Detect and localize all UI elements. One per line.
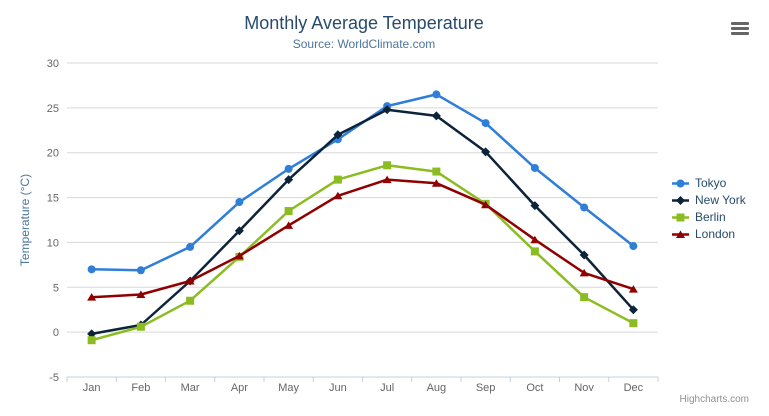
- y-axis-label: 15: [47, 193, 59, 205]
- y-axis-label: 30: [47, 58, 59, 70]
- chart-title: Monthly Average Temperature: [244, 13, 484, 33]
- y-axis-label: 5: [53, 282, 59, 294]
- data-point-marker-london[interactable]: [87, 293, 97, 301]
- data-point-marker-berlin[interactable]: [284, 207, 293, 216]
- data-point-marker-new-york[interactable]: [87, 329, 97, 339]
- legend: Tokyo New York Berlin London: [672, 174, 746, 243]
- data-point-marker-berlin[interactable]: [580, 293, 589, 302]
- data-point-marker-london[interactable]: [333, 191, 343, 200]
- x-axis-label: Mar: [181, 382, 200, 394]
- data-point-marker-london[interactable]: [628, 285, 638, 293]
- series-line-tokyo[interactable]: [90, 93, 635, 272]
- x-axis-label: Oct: [526, 382, 543, 394]
- x-axis-label: Apr: [231, 382, 248, 394]
- data-point-marker-tokyo[interactable]: [235, 198, 244, 207]
- data-point-marker-tokyo[interactable]: [186, 242, 195, 251]
- data-point-marker-london[interactable]: [382, 175, 392, 184]
- data-point-marker-london[interactable]: [530, 235, 540, 244]
- x-axis-label: Sep: [476, 382, 496, 394]
- data-point-marker-new-york[interactable]: [234, 226, 244, 236]
- data-point-marker-london[interactable]: [481, 200, 491, 209]
- data-point-marker-new-york[interactable]: [382, 105, 392, 115]
- data-point-marker-new-york[interactable]: [579, 250, 589, 260]
- data-point-marker-berlin[interactable]: [530, 247, 539, 256]
- legend-marker-circle-icon: [672, 179, 689, 187]
- data-point-marker-london[interactable]: [579, 268, 589, 277]
- data-point-marker-tokyo[interactable]: [136, 266, 145, 275]
- data-point-marker-tokyo[interactable]: [87, 265, 96, 274]
- data-point-marker-tokyo[interactable]: [284, 164, 293, 173]
- x-axis-label: May: [278, 382, 299, 394]
- data-point-marker-berlin[interactable]: [136, 322, 145, 331]
- data-point-marker-new-york[interactable]: [333, 130, 343, 140]
- legend-item-berlin[interactable]: Berlin: [672, 209, 746, 225]
- data-point-marker-london[interactable]: [136, 290, 146, 298]
- x-axis-label: Jun: [329, 382, 347, 394]
- data-point-marker-berlin[interactable]: [383, 161, 392, 170]
- data-point-marker-new-york[interactable]: [676, 195, 685, 205]
- legend-marker-diamond-icon: [672, 195, 689, 205]
- legend-item-london[interactable]: London: [672, 226, 746, 242]
- data-point-marker-berlin[interactable]: [186, 296, 195, 305]
- legend-marker-triangle-icon: [672, 230, 689, 238]
- data-point-marker-tokyo[interactable]: [481, 119, 490, 128]
- x-axis-label: Nov: [574, 382, 594, 394]
- data-point-marker-tokyo[interactable]: [629, 242, 638, 251]
- data-point-marker-berlin[interactable]: [432, 167, 441, 176]
- legend-label: Berlin: [695, 210, 726, 224]
- data-point-marker-tokyo[interactable]: [580, 203, 589, 212]
- context-menu-button[interactable]: [728, 19, 752, 37]
- data-point-marker-berlin[interactable]: [676, 213, 685, 221]
- legend-label: New York: [695, 193, 746, 207]
- data-point-marker-london[interactable]: [234, 251, 244, 260]
- series-line-berlin[interactable]: [90, 164, 635, 342]
- data-point-marker-london[interactable]: [676, 230, 685, 238]
- data-point-marker-new-york[interactable]: [628, 305, 638, 315]
- legend-item-new-york[interactable]: New York: [672, 192, 746, 208]
- data-point-marker-new-york[interactable]: [431, 111, 441, 121]
- legend-label: London: [695, 227, 736, 241]
- x-axis-label: Jan: [83, 382, 101, 394]
- x-axis-label: Feb: [131, 382, 150, 394]
- data-point-marker-berlin[interactable]: [333, 175, 342, 184]
- data-point-marker-new-york[interactable]: [481, 147, 491, 157]
- data-point-marker-london[interactable]: [284, 221, 294, 229]
- y-axis-label: 20: [47, 148, 59, 160]
- data-point-marker-tokyo[interactable]: [676, 179, 685, 187]
- legend-item-tokyo[interactable]: Tokyo: [672, 175, 746, 191]
- data-point-marker-berlin[interactable]: [87, 336, 96, 345]
- legend-label: Tokyo: [695, 176, 727, 190]
- x-axis-label: Aug: [427, 382, 447, 394]
- series-line-new-york[interactable]: [90, 108, 635, 336]
- y-axis-label: 0: [53, 327, 59, 339]
- y-axis-label: 10: [47, 237, 59, 249]
- y-axis-label: 25: [47, 103, 59, 115]
- data-point-marker-london[interactable]: [431, 179, 441, 187]
- x-axis-label: Jul: [380, 382, 394, 394]
- legend-marker-square-icon: [672, 213, 689, 221]
- x-axis-label: Dec: [624, 382, 644, 394]
- credits-link[interactable]: Highcharts.com: [679, 394, 749, 405]
- data-point-marker-berlin[interactable]: [629, 319, 638, 328]
- data-point-marker-london[interactable]: [185, 277, 195, 285]
- data-point-marker-tokyo[interactable]: [432, 90, 441, 99]
- y-axis-label: -5: [49, 372, 59, 384]
- hamburger-menu-icon: [731, 21, 749, 35]
- data-point-marker-tokyo[interactable]: [530, 163, 539, 172]
- data-point-marker-new-york[interactable]: [284, 175, 294, 185]
- data-point-marker-new-york[interactable]: [530, 201, 540, 211]
- y-axis-title: Temperature (°C): [18, 173, 32, 267]
- series-line-london[interactable]: [90, 178, 635, 299]
- chart-subtitle: Source: WorldClimate.com: [292, 37, 436, 51]
